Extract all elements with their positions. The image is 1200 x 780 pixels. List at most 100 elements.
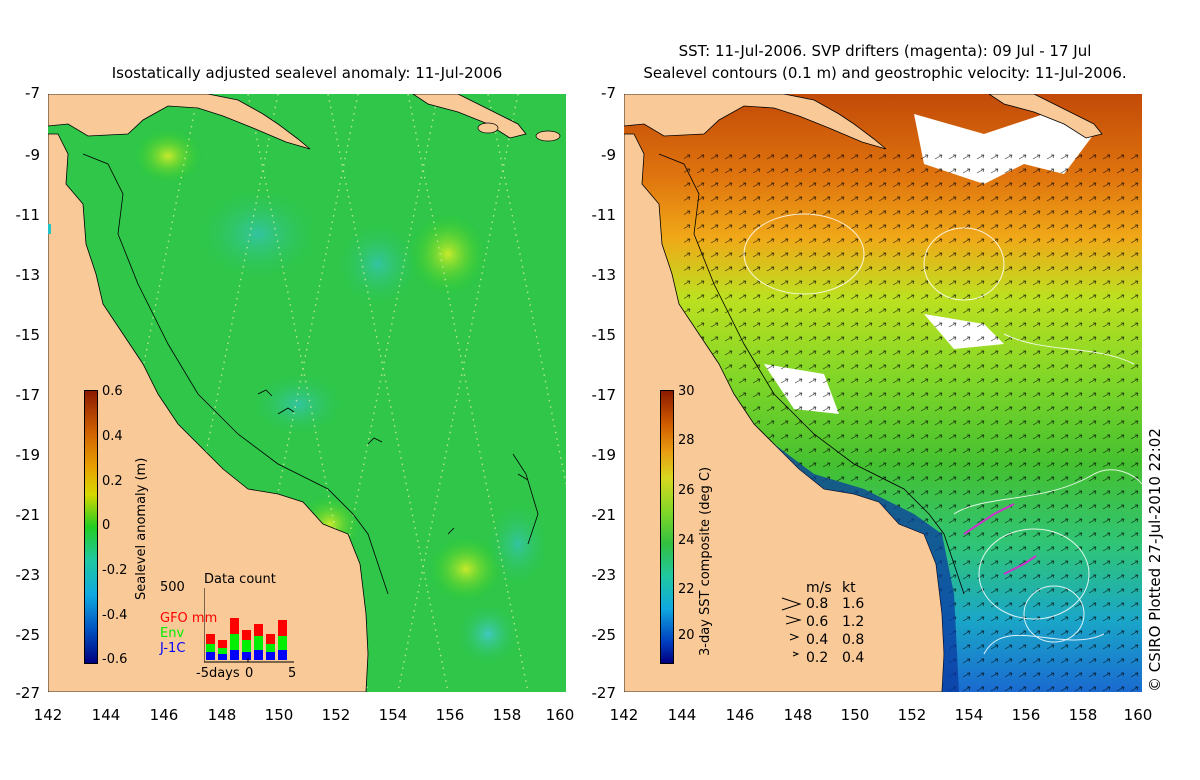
left-ytick: -9 <box>25 146 40 164</box>
drifter-track <box>963 503 1015 535</box>
left-cb-label: 0 <box>102 518 111 533</box>
inset-xlabel: 0 <box>245 666 254 681</box>
left-ytick: -17 <box>15 386 41 404</box>
right-cb-label: 24 <box>678 533 695 548</box>
left-ytick: -15 <box>15 326 41 344</box>
key-ms: 0.2 <box>806 650 829 666</box>
right-ytick: -13 <box>591 266 617 284</box>
anomaly-high <box>408 212 488 296</box>
right-sst-map <box>624 94 1142 692</box>
csiro-credit: © CSIRO Plotted 27-Jul-2010 22:02 <box>1146 428 1164 692</box>
right-ytick: -21 <box>591 506 617 524</box>
right-xtick: 154 <box>954 706 984 724</box>
left-map-title: Isostatically adjusted sealevel anomaly:… <box>111 64 503 82</box>
left-ytick: -11 <box>15 206 41 224</box>
right-xtick: 156 <box>1011 706 1041 724</box>
right-xtick: 158 <box>1068 706 1098 724</box>
right-xtick: 146 <box>725 706 755 724</box>
right-ytick: -9 <box>601 146 616 164</box>
right-ytick: -19 <box>591 446 617 464</box>
land-png <box>624 94 887 150</box>
right-xtick: 148 <box>783 706 813 724</box>
right-ytick: -15 <box>591 326 617 344</box>
left-cb-label: 0.6 <box>102 384 123 399</box>
land-png <box>48 94 311 150</box>
colormap-marker <box>48 224 51 234</box>
bathymetry-contour <box>658 153 965 595</box>
left-cb-label: 0.4 <box>102 429 123 444</box>
anomaly-low <box>198 189 318 279</box>
left-xtick: 150 <box>264 706 294 724</box>
right-ytick: -17 <box>591 386 617 404</box>
right-map-title-line2: Sealevel contours (0.1 m) and geostrophi… <box>643 64 1127 82</box>
left-xtick: 154 <box>378 706 408 724</box>
key-kt: 1.6 <box>842 596 865 612</box>
right-ytick: -27 <box>591 684 617 702</box>
right-ytick: -7 <box>601 84 616 102</box>
left-ytick: -25 <box>15 626 41 644</box>
right-colorbar-title: 3-day SST composite (deg C) <box>698 466 713 656</box>
key-ms: 0.8 <box>806 596 829 612</box>
left-cb-label: 0.2 <box>102 474 123 489</box>
bathymetry-contour <box>82 153 389 595</box>
left-xtick: 146 <box>149 706 179 724</box>
right-cb-label: 20 <box>678 628 695 643</box>
key-header-ms: m/s <box>806 580 832 596</box>
left-cb-label: -0.6 <box>102 652 128 667</box>
left-ytick: -19 <box>15 446 41 464</box>
right-xtick: 160 <box>1123 706 1153 724</box>
left-cb-label: -0.4 <box>102 608 128 623</box>
drifter-track <box>1003 555 1037 575</box>
land-australia <box>48 133 369 692</box>
left-xtick: 158 <box>492 706 522 724</box>
left-ytick: -23 <box>15 566 41 584</box>
right-colorbar <box>660 390 674 664</box>
land-islands <box>988 94 1103 139</box>
inset-xlabel: -5days <box>196 666 240 681</box>
inset-bars <box>204 588 294 663</box>
right-cb-label: 30 <box>678 384 695 399</box>
right-map-title-line1: SST: 11-Jul-2006. SVP drifters (magenta)… <box>678 42 1092 60</box>
right-ytick: -25 <box>591 626 617 644</box>
right-map-canvas <box>624 94 1142 692</box>
right-cb-label: 22 <box>678 582 695 597</box>
left-xtick: 144 <box>91 706 121 724</box>
left-xtick: 152 <box>321 706 351 724</box>
key-kt: 0.4 <box>842 650 865 666</box>
inset-title: Data count <box>204 572 276 587</box>
left-colorbar <box>84 390 98 664</box>
island <box>477 122 499 134</box>
inset-legend-j1c: J-1C <box>160 641 186 656</box>
left-xtick: 156 <box>435 706 465 724</box>
anomaly-high <box>133 128 203 184</box>
right-xtick: 152 <box>897 706 927 724</box>
anomaly-high <box>428 535 504 603</box>
left-xtick: 148 <box>207 706 237 724</box>
key-ms: 0.4 <box>806 632 829 648</box>
reef-islands <box>257 389 529 535</box>
left-ytick: -7 <box>25 84 40 102</box>
anomaly-low <box>458 604 518 664</box>
key-kt: 0.8 <box>842 632 865 648</box>
key-kt: 1.2 <box>842 614 865 630</box>
left-ytick: -27 <box>15 684 41 702</box>
inset-legend-gfo: GFO mm <box>160 611 218 626</box>
right-cb-label: 26 <box>678 483 695 498</box>
sealevel-contours <box>743 213 1142 655</box>
key-ms: 0.6 <box>806 614 829 630</box>
anomaly-low <box>253 374 343 434</box>
left-xtick: 160 <box>545 706 575 724</box>
anomaly-low <box>338 224 418 304</box>
right-xtick: 144 <box>667 706 697 724</box>
right-cb-label: 28 <box>678 433 695 448</box>
right-xtick: 142 <box>609 706 639 724</box>
left-colorbar-title: Sealevel anomaly (m) <box>134 457 149 600</box>
inset-bar-group <box>206 618 287 660</box>
right-ytick: -11 <box>591 206 617 224</box>
bathymetry-contour <box>512 453 539 545</box>
inset-ymax: 500 <box>160 580 185 595</box>
inset-xlabel: 5 <box>288 666 297 681</box>
left-ytick: -13 <box>15 266 41 284</box>
key-arrows <box>781 597 802 657</box>
left-ytick: -21 <box>15 506 41 524</box>
